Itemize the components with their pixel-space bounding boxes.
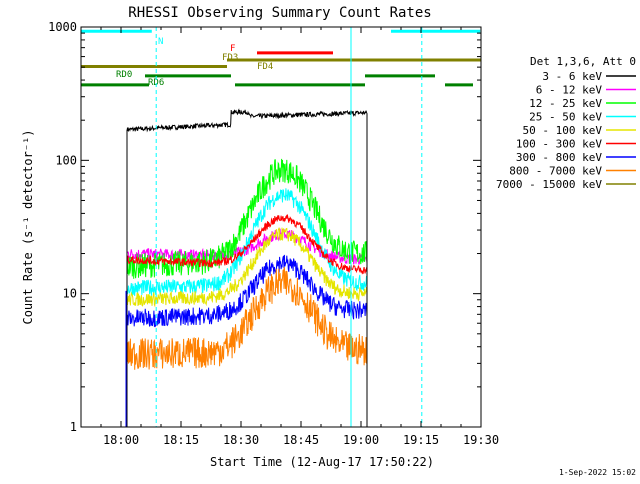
data-layer <box>125 108 368 427</box>
axis-layer: 18:00 18:15 18:30 18:45 19:00 19:15 19:30 1 10 10… <box>48 20 499 447</box>
legend-label-4: 50 - 100 keV <box>523 124 603 137</box>
legend-label-2: 12 - 25 keV <box>529 97 602 110</box>
status-label-fd4: FD4 <box>257 62 273 72</box>
x-tick-label-5: 19:15 <box>403 433 439 447</box>
x-tick-label-2: 18:30 <box>223 433 259 447</box>
legend-label-3: 25 - 50 keV <box>529 111 602 124</box>
chart-title: RHESSI Observing Summary Count Rates <box>128 5 431 21</box>
status-label-f: F <box>230 44 235 54</box>
series-line-4 <box>126 227 368 308</box>
x-tick-label-0: 18:00 <box>103 433 139 447</box>
legend-title: Det 1,3,6, Att 0 <box>530 55 636 68</box>
legend-label-6: 300 - 800 keV <box>516 151 602 164</box>
y-tick-label-3: 1000 <box>48 20 77 34</box>
status-label-fd3: FD3 <box>222 53 238 63</box>
series-line-7 <box>126 267 368 370</box>
x-tick-label-3: 18:45 <box>283 433 319 447</box>
legend-label-7: 800 - 7000 keV <box>509 165 602 178</box>
series-line-0 <box>126 108 368 133</box>
y-tick-label-2: 100 <box>55 153 77 167</box>
legend-label-8: 7000 - 15000 keV <box>496 178 602 191</box>
series-line-2 <box>126 158 368 279</box>
legend-label-0: 3 - 6 keV <box>542 70 602 83</box>
y-tick-label-0: 1 <box>70 420 77 434</box>
x-axis-label: Start Time (12-Aug-17 17:50:22) <box>210 455 434 469</box>
legend-label-5: 100 - 300 keV <box>516 138 602 151</box>
x-tick-label-6: 19:30 <box>463 433 499 447</box>
y-tick-label-1: 10 <box>63 287 77 301</box>
series-line-6 <box>127 254 368 328</box>
x-tick-label-4: 19:00 <box>343 433 379 447</box>
status-label-rd0: RD0 <box>116 70 132 80</box>
legend-label-1: 6 - 12 keV <box>536 84 603 97</box>
timestamp: 1-Sep-2022 15:02 <box>559 468 636 477</box>
y-axis-label: Count Rate (s⁻¹ detector⁻¹) <box>21 129 35 324</box>
series-line-5 <box>126 214 368 275</box>
status-label-n: N <box>158 37 163 47</box>
x-tick-label-1: 18:15 <box>163 433 199 447</box>
